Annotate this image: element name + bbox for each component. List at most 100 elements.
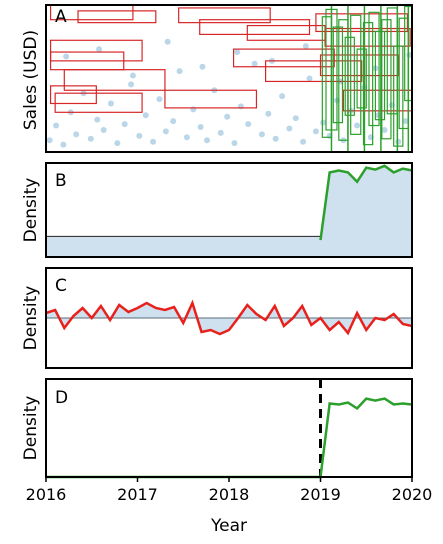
- red-box: [49, 39, 143, 62]
- scatter-point: [286, 125, 293, 132]
- scatter-point: [306, 75, 313, 82]
- x-tick-label: 2020: [392, 485, 433, 504]
- green-box: [374, 30, 386, 121]
- red-box: [324, 27, 411, 47]
- scatter-point: [87, 135, 94, 142]
- scatter-point: [300, 138, 307, 145]
- scatter-point: [312, 128, 319, 135]
- scatter-point: [320, 119, 327, 126]
- red-box: [232, 48, 335, 68]
- green-box: [393, 45, 404, 147]
- red-box: [315, 13, 409, 33]
- panel-b-label: B: [55, 171, 67, 191]
- panel-b-ylabel: Density: [21, 178, 41, 243]
- scatter-point: [107, 100, 114, 107]
- panel-d-ylabel: Density: [21, 396, 41, 461]
- panel-a-ylabel: Sales (USD): [21, 30, 41, 130]
- scatter-point: [53, 122, 60, 129]
- x-tick-label: 2017: [117, 485, 158, 504]
- scatter-point: [204, 137, 211, 144]
- panel-c: C Density: [21, 267, 413, 369]
- red-box: [77, 10, 157, 24]
- panel-b-frame: [45, 162, 413, 258]
- panel-d-frame: [45, 378, 413, 478]
- red-box: [49, 85, 97, 105]
- scatter-point: [156, 96, 163, 103]
- red-box: [63, 69, 166, 91]
- scatter-point: [114, 140, 121, 147]
- panel-c-line: [45, 299, 413, 336]
- green-boxes: [321, 5, 413, 152]
- scatter-point: [63, 53, 70, 60]
- scatter-point: [176, 68, 183, 75]
- red-box: [178, 7, 271, 24]
- red-box: [164, 89, 258, 109]
- scatter-point: [164, 38, 171, 45]
- panel-c-frame: [45, 267, 413, 369]
- scatter-point: [150, 138, 157, 145]
- scatter-point: [395, 138, 402, 145]
- panel-a-label: A: [55, 7, 67, 27]
- scatter-point: [234, 49, 241, 56]
- scatter-point: [217, 129, 224, 136]
- scatter-point: [100, 126, 107, 133]
- panel-d-label: D: [55, 388, 68, 408]
- scatter-point: [231, 140, 238, 147]
- green-box: [368, 11, 380, 127]
- scatter-point: [272, 135, 279, 142]
- panel-b-line: [319, 164, 413, 241]
- scatter-point: [162, 128, 169, 135]
- red-box: [246, 24, 326, 41]
- green-box: [362, 22, 374, 146]
- green-box: [321, 16, 333, 138]
- x-tick-label: 2019: [300, 485, 341, 504]
- scatter-point: [197, 124, 204, 131]
- scatter-point: [402, 118, 409, 125]
- scatter-point: [60, 141, 67, 148]
- scatter-point: [224, 113, 231, 120]
- panel-c-ylabel: Density: [21, 286, 41, 351]
- scatter-point: [142, 112, 149, 119]
- scatter-point: [381, 126, 388, 133]
- green-box: [356, 48, 367, 109]
- scatter-point: [258, 131, 265, 138]
- green-box: [332, 26, 344, 124]
- scatter-point: [279, 93, 286, 100]
- x-axis-ticks: 2016 2017 2018 2019 2020: [26, 477, 433, 504]
- scatter-point: [190, 106, 197, 113]
- red-box: [265, 60, 363, 83]
- scatter-point: [183, 134, 190, 141]
- scatter-point: [251, 60, 258, 67]
- green-box: [398, 17, 409, 130]
- red-box: [199, 19, 311, 36]
- scatter-point: [292, 115, 299, 122]
- panel-a-frame: [45, 4, 413, 153]
- red-box: [342, 89, 413, 112]
- x-tick-label: 2016: [26, 485, 67, 504]
- scatter-point: [245, 121, 252, 128]
- red-box: [54, 92, 143, 113]
- scatter-point: [265, 110, 272, 117]
- scatter-point: [94, 116, 101, 123]
- red-box: [319, 54, 399, 77]
- scatter-point: [129, 72, 136, 79]
- green-box: [386, 7, 398, 115]
- green-box: [350, 14, 362, 135]
- panel-d-line: [46, 397, 413, 479]
- scatter-point: [354, 122, 361, 129]
- scatter-point: [121, 121, 128, 128]
- scatter-point: [199, 63, 206, 70]
- scatter-point: [302, 43, 309, 50]
- red-boxes: [49, 4, 413, 113]
- scatter-point: [237, 103, 244, 110]
- scatter-point: [46, 137, 53, 144]
- scatter-point: [128, 81, 135, 88]
- panel-a: A Sales (USD): [21, 4, 413, 153]
- panel-b-fill: [46, 165, 412, 257]
- scatter-point: [96, 46, 103, 53]
- scatter-point: [136, 132, 143, 139]
- scatter-point: [170, 118, 177, 125]
- panel-b: B Density: [21, 162, 413, 258]
- panel-c-label: C: [55, 276, 67, 296]
